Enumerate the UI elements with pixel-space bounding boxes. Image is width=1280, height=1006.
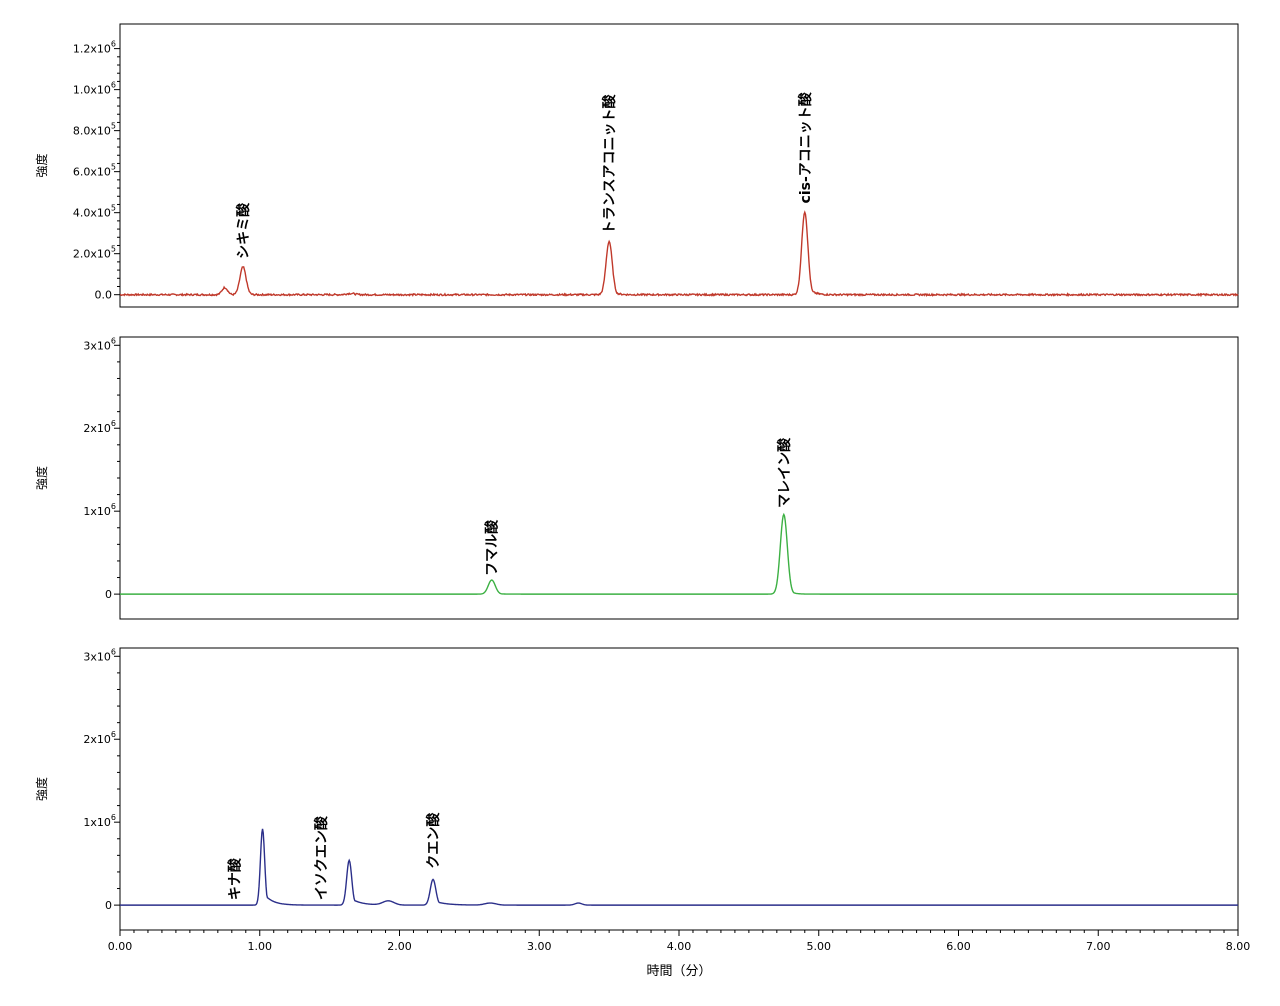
x-tick-label: 0.00 [108, 940, 133, 953]
x-tick-label: 3.00 [527, 940, 552, 953]
y-tick-label: 3x106 [83, 647, 116, 663]
plot-frame [119, 336, 1239, 620]
y-tick-label: 1x106 [83, 502, 116, 518]
series-line [119, 210, 1239, 298]
y-tick-label: 0.0 [95, 289, 113, 302]
x-tick-label: 4.00 [667, 940, 692, 953]
series-line [120, 512, 1238, 595]
x-tick-label: 7.00 [1086, 940, 1111, 953]
peak-label: cis-アコニット酸 [797, 91, 814, 203]
plot-frame [119, 23, 1239, 308]
chart-panel-1: 0.0 2.0x105 4.0x105 6.0x105 8.0x105 1.0x106 1.… [34, 23, 1239, 308]
x-axis-label: 時間（分） [646, 964, 711, 979]
y-tick-label: 8.0x105 [73, 122, 116, 138]
y-axis-label: 強度 [34, 777, 49, 801]
y-tick-label: 3x106 [83, 336, 116, 352]
peak-label: マレイン酸 [776, 437, 793, 508]
y-tick-label: 4.0x105 [73, 204, 116, 220]
x-tick-label: 8.00 [1226, 940, 1251, 953]
peak-label: キナ酸 [227, 857, 244, 900]
plot-frame [119, 647, 1239, 931]
y-axis-label: 強度 [34, 153, 49, 177]
series-line [120, 828, 1238, 906]
y-tick-label: 1.0x106 [73, 81, 116, 97]
y-tick-label: 1x106 [83, 813, 116, 829]
y-tick-label: 0 [105, 588, 112, 601]
x-tick-label: 6.00 [946, 940, 971, 953]
y-tick-label: 6.0x105 [73, 163, 116, 179]
x-tick-label: 2.00 [387, 940, 412, 953]
peak-label: シキミ酸 [235, 202, 252, 259]
y-tick-label: 2x106 [83, 730, 116, 746]
peak-label: フマル酸 [484, 519, 501, 576]
x-tick-label: 1.00 [248, 940, 273, 953]
peak-label: トランスアコニット酸 [601, 93, 618, 234]
y-tick-label: 0 [105, 899, 112, 912]
y-tick-label: 1.2x106 [73, 40, 116, 56]
peak-label: イソクエン酸 [313, 815, 330, 900]
y-axis-label: 強度 [34, 466, 49, 490]
x-tick-label: 5.00 [807, 940, 832, 953]
peak-label: クエン酸 [425, 812, 442, 869]
y-tick-label: 2x106 [83, 419, 116, 435]
y-tick-label: 2.0x105 [73, 245, 116, 261]
